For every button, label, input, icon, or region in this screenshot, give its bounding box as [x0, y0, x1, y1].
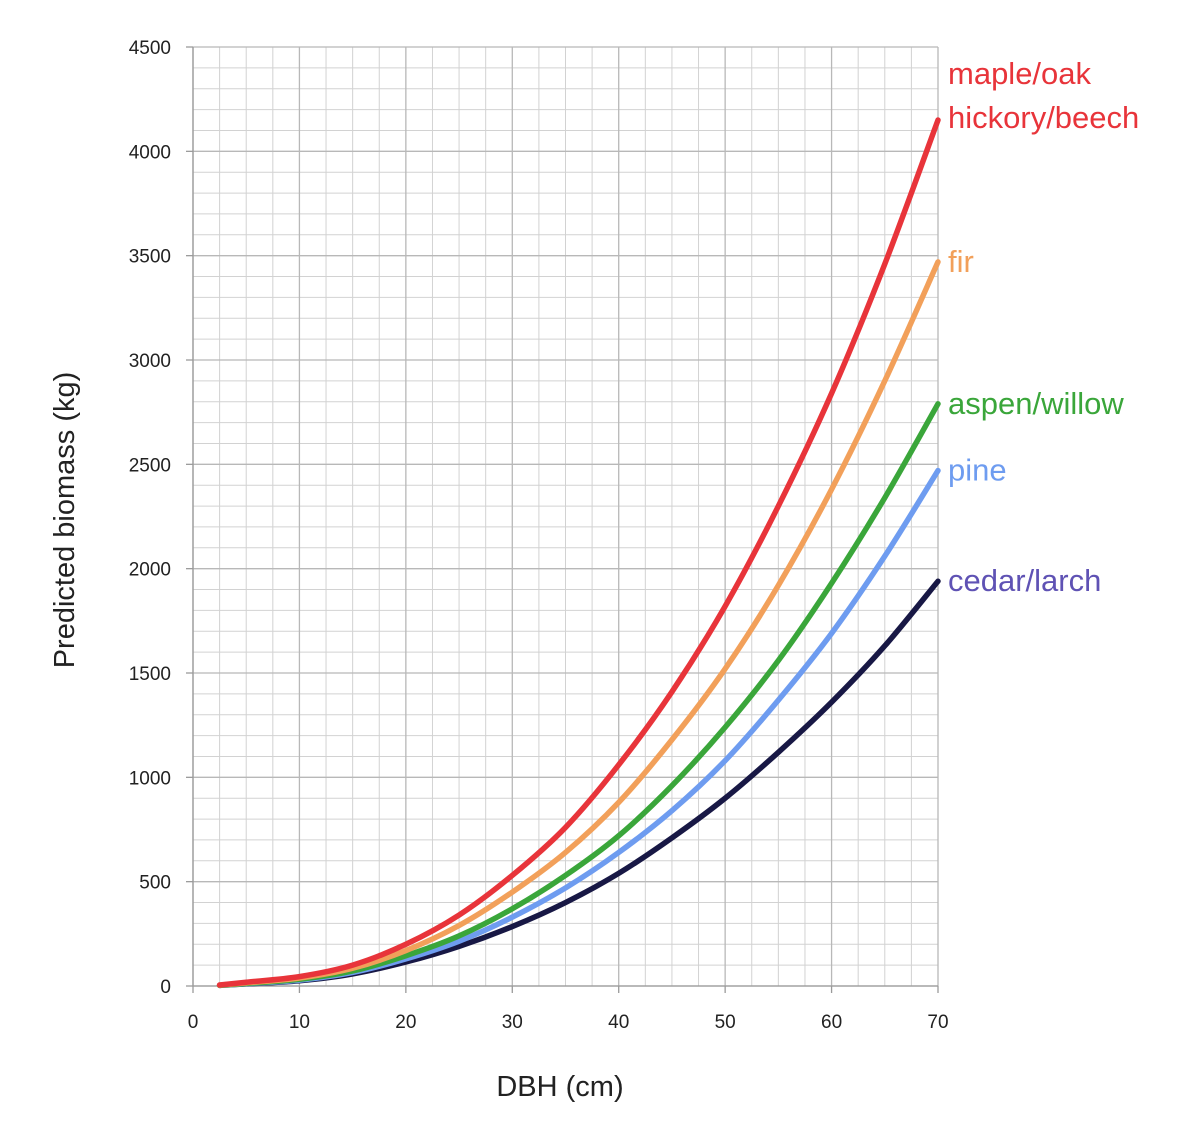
x-tick-label: 10 [289, 1012, 310, 1033]
x-tick-label: 0 [188, 1012, 199, 1033]
grid [192, 46, 939, 987]
y-tick-label: 3500 [129, 247, 171, 268]
x-tick-label: 30 [502, 1012, 523, 1033]
y-tick-label: 500 [139, 873, 171, 894]
y-tick-label: 0 [160, 977, 171, 998]
y-tick-label: 4500 [129, 38, 171, 59]
x-axis-title: DBH (cm) [496, 1071, 623, 1103]
series-label-pine: pine [948, 453, 1007, 488]
axes: 0 10 20 30 40 50 60 70 0 500 1000 1500 2000 2500 3000 3… [129, 38, 949, 1033]
y-tick-label: 2500 [129, 455, 171, 476]
x-tick-label: 60 [821, 1012, 842, 1033]
series-label-cedar-larch: cedar/larch [948, 563, 1101, 598]
x-tick-label: 50 [715, 1012, 736, 1033]
series-label-maple-oak-hickory-beech: hickory/beech [948, 100, 1139, 135]
series-lines [216, 117, 941, 989]
series-line-maple-oak-hickory-beech [216, 117, 941, 988]
y-tick-label: 2000 [129, 560, 171, 581]
series-labels: maple/oak hickory/beech fir aspen/willow pin… [948, 56, 1139, 598]
y-tick-label: 1000 [129, 768, 171, 789]
y-tick-label: 3000 [129, 351, 171, 372]
series-label-fir: fir [948, 244, 974, 279]
y-tick-label: 4000 [129, 142, 171, 163]
series-label-maple-oak-hickory-beech: maple/oak [948, 56, 1092, 91]
x-tick-label: 70 [927, 1012, 948, 1033]
x-tick-label: 20 [395, 1012, 416, 1033]
y-axis-title: Predicted biomass (kg) [49, 372, 81, 669]
x-tick-label: 40 [608, 1012, 629, 1033]
series-label-aspen-willow: aspen/willow [948, 386, 1124, 421]
y-tick-label: 1500 [129, 664, 171, 685]
series-line-cedar-larch [216, 578, 941, 989]
